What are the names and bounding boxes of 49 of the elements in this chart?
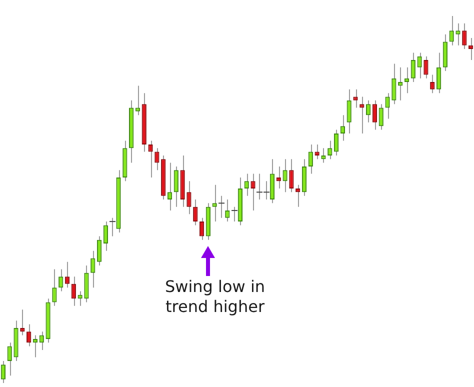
candlestick [289,158,294,193]
candlestick [250,173,256,212]
candlestick [378,104,384,130]
candlestick [442,34,448,72]
candlestick [0,360,6,384]
candlestick [282,158,288,193]
candlestick [424,56,428,79]
candlestick [225,199,230,222]
candlestick [372,100,378,130]
candlestick [26,324,32,347]
annotation: Swing low in trend higher [164,277,266,317]
candlestick [270,158,275,204]
candlestick [308,144,313,174]
candlestick [340,114,345,142]
candlestick [385,92,390,120]
candlestick [84,265,89,303]
candlestick [193,199,198,226]
candlestick [148,140,153,178]
candlestick [212,184,217,222]
candlestick [96,236,102,266]
candlestick [366,100,371,123]
candlestick [154,148,160,171]
candlestick [199,217,204,240]
candlestick [52,268,57,306]
candlestick [462,22,467,50]
candlestick [328,140,332,160]
candlestick [58,268,64,292]
candlestick [64,261,70,288]
candlestick [7,342,12,376]
candlestick [410,52,416,83]
candlestick [456,22,460,46]
candlestick [186,180,192,215]
candlestick [334,129,339,156]
candlestick [90,250,96,288]
candlestick [360,96,364,134]
candlestick [244,173,249,196]
candlestick [103,221,108,252]
candlestick [167,162,172,212]
candlestick [449,16,454,46]
candlestick [436,52,442,94]
candlestick [302,158,307,196]
candlestick [174,166,178,208]
candlestick [417,52,422,79]
candlestick [71,276,76,306]
candlestick [321,148,326,164]
candlestick [346,88,352,134]
candlestick [353,88,358,108]
candlestick [430,74,435,94]
candlestick [392,63,396,105]
